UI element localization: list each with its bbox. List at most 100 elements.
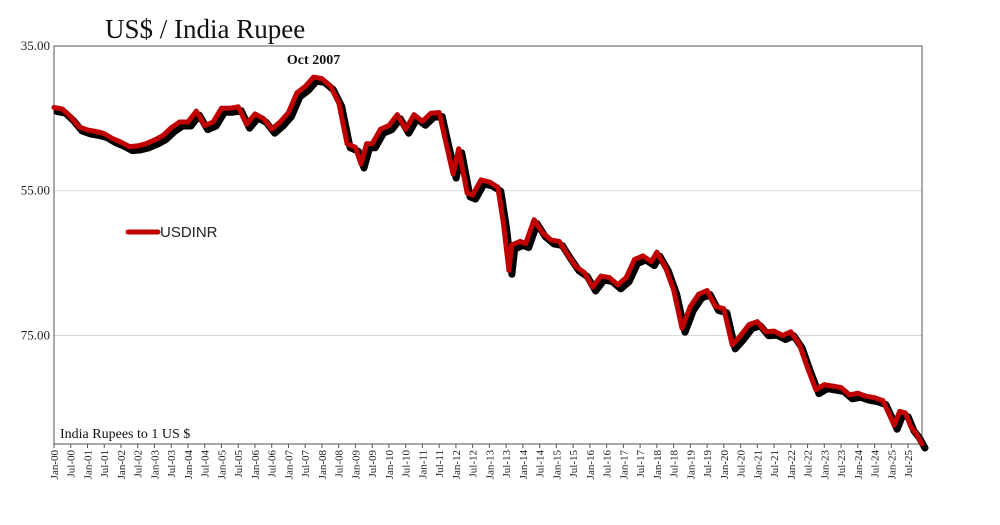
data-point: [902, 410, 908, 416]
x-tick-label: Jan-02: [116, 450, 128, 479]
x-tick-label: Jul-04: [200, 450, 212, 478]
data-point: [436, 110, 442, 115]
data-point: [353, 144, 358, 150]
data-point: [110, 136, 115, 142]
data-point: [880, 398, 886, 403]
data-point: [523, 241, 529, 247]
data-point: [654, 249, 660, 255]
y-tick-label: 55.00: [21, 183, 50, 198]
x-tick-label: Jan-24: [853, 450, 865, 480]
data-point: [252, 111, 258, 117]
x-tick-label: Jul-21: [769, 450, 781, 478]
x-tick-label: Jan-19: [685, 450, 697, 480]
x-tick-label: Jul-24: [870, 450, 882, 478]
x-tick-label: Jan-23: [819, 450, 831, 480]
data-point: [891, 422, 897, 428]
x-tick-label: Jul-20: [736, 450, 748, 478]
data-point: [573, 264, 579, 270]
data-point: [632, 257, 637, 262]
x-tick-label: Jan-11: [417, 450, 429, 479]
plot-frame: [53, 45, 923, 445]
data-point: [671, 287, 676, 293]
x-tick-label: Jan-09: [350, 450, 362, 480]
data-point: [227, 105, 233, 111]
x-tick-label: Jul-07: [300, 450, 312, 478]
data-point: [888, 416, 894, 422]
data-point: [286, 110, 291, 115]
x-tick-label: Jul-10: [401, 450, 413, 478]
x-tick-label: Jul-22: [803, 450, 815, 478]
x-tick-label: Jan-00: [49, 450, 61, 480]
x-tick-label: Jul-23: [836, 450, 848, 478]
data-point: [85, 127, 90, 133]
x-tick-label: Jul-18: [669, 450, 681, 478]
data-point: [126, 144, 132, 150]
x-tick-label: Jan-22: [786, 450, 798, 479]
y-tick-label: 35.00: [21, 38, 50, 53]
data-point: [260, 116, 266, 121]
data-point: [771, 328, 777, 334]
x-tick-label: Jan-01: [82, 450, 94, 479]
data-point: [696, 291, 702, 297]
data-point: [805, 365, 810, 371]
y-tick-label: 75.00: [21, 327, 50, 342]
data-point: [830, 383, 836, 389]
data-point: [160, 133, 166, 139]
series-layer: [51, 74, 929, 452]
x-tick-label: Jan-05: [216, 450, 228, 480]
data-point: [738, 333, 743, 338]
x-tick-label: Jan-16: [585, 450, 597, 480]
data-point: [277, 119, 283, 125]
data-point: [101, 131, 107, 137]
data-point: [565, 252, 570, 257]
data-point: [919, 441, 925, 447]
data-point: [464, 190, 470, 196]
data-point: [210, 119, 216, 125]
data-point: [358, 161, 364, 167]
data-point: [780, 333, 785, 338]
x-tick-label: Jul-15: [568, 450, 580, 478]
data-point: [640, 253, 646, 259]
data-point: [177, 119, 183, 125]
x-tick-label: Jan-25: [886, 450, 898, 480]
data-point: [450, 171, 456, 177]
data-point: [679, 325, 685, 331]
data-point: [68, 114, 74, 120]
x-tick-label: Jan-13: [484, 450, 496, 480]
x-tick-label: Jul-06: [267, 450, 279, 478]
x-tick-label: Jan-15: [551, 450, 563, 480]
data-point: [763, 329, 769, 335]
data-point: [219, 105, 224, 111]
data-point: [872, 395, 877, 401]
x-tick-label: Jan-08: [317, 450, 329, 480]
x-tick-label: Jul-12: [468, 450, 480, 478]
data-point: [456, 146, 462, 152]
data-point: [311, 74, 316, 80]
x-tick-label: Jul-13: [501, 450, 513, 478]
chart-title: US$ / India Rupee: [105, 14, 305, 44]
data-point: [754, 319, 760, 325]
data-point: [428, 110, 434, 116]
data-point: [531, 217, 537, 223]
data-point: [897, 409, 903, 414]
x-tick-label: Jan-18: [652, 450, 664, 480]
data-point: [788, 329, 794, 335]
data-point: [336, 100, 342, 105]
data-point: [327, 83, 333, 89]
data-point: [118, 139, 124, 145]
x-tick-label: Jul-09: [367, 450, 379, 478]
data-point: [403, 126, 409, 132]
data-point: [607, 275, 612, 280]
x-tick-label: Jan-21: [752, 450, 764, 479]
data-point: [662, 264, 668, 270]
data-point: [581, 270, 587, 275]
data-point: [152, 137, 157, 143]
x-tick-label: Jan-03: [149, 450, 161, 480]
data-point: [863, 393, 869, 399]
data-point: [202, 123, 208, 128]
x-tick-label: Jul-05: [233, 450, 245, 478]
data-point: [420, 118, 425, 124]
x-tick-label: Jul-25: [903, 450, 915, 478]
